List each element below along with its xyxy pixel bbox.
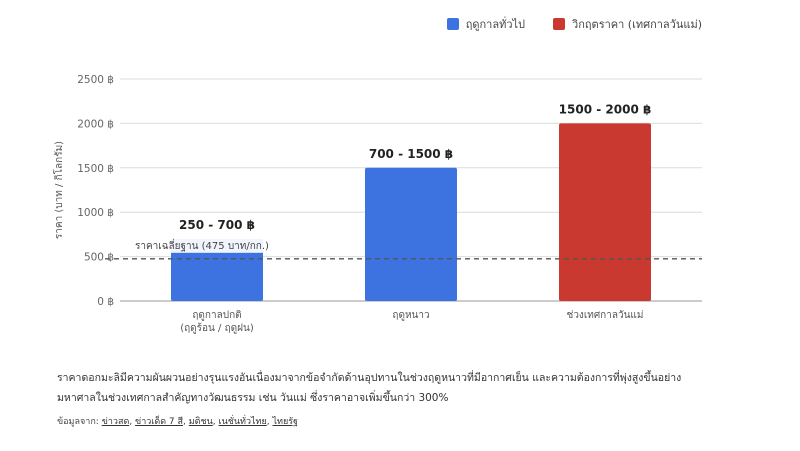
legend-item-normal: ฤดูกาลทั่วไป: [446, 15, 526, 33]
x-tick-label: ฤดูกาลปกติ(ฤดูร้อน / ฤดูฝน): [180, 310, 254, 334]
y-tick-label: 2500 ฿: [77, 74, 114, 86]
source-link-matichon[interactable]: มติชน: [188, 417, 213, 427]
data-label: 1500 - 2000 ฿: [559, 102, 652, 116]
reference-line-group: ราคาเฉลี่ยฐาน (475 บาท/กก.): [105, 236, 702, 260]
y-tick-labels: 0 ฿ 500 ฿ 1000 ฿ 1500 ฿ 2000 ฿ 2500 ฿: [77, 74, 114, 308]
y-tick-label: 500 ฿: [84, 252, 114, 264]
x-tick-label: ช่วงเทศกาลวันแม่: [567, 310, 644, 321]
legend-swatch-crisis: [553, 18, 566, 30]
bar: [365, 167, 457, 301]
bar: [559, 123, 651, 302]
chart-legend: ฤดูกาลทั่วไป วิกฤตราคา (เทศกาลวันแม่): [446, 15, 702, 33]
bars: [171, 123, 651, 302]
y-tick-label: 1500 ฿: [77, 163, 114, 175]
x-tick-labels: ฤดูกาลปกติ(ฤดูร้อน / ฤดูฝน) ฤดูหนาว ช่วงเท…: [180, 310, 643, 334]
y-tick-label: 1000 ฿: [77, 207, 114, 219]
x-tick-label: ฤดูหนาว: [392, 310, 429, 321]
source-link-ch7[interactable]: ข่าวเด็ด 7 สี: [135, 417, 184, 427]
source-link-nation[interactable]: เนชั่นทั่วไทย: [218, 417, 267, 427]
data-label: 250 - 700 ฿: [179, 218, 255, 232]
y-tick-label: 2000 ฿: [77, 118, 114, 130]
sources-line: ข้อมูลจาก: ข่าวสด, ข่าวเด็ด 7 สี, มติชน,…: [57, 417, 299, 427]
legend-label-normal: ฤดูกาลทั่วไป: [465, 18, 526, 31]
y-axis-label: ราคา (บาท / กิโลกรัม): [52, 141, 65, 239]
sources-prefix: ข้อมูลจาก:: [57, 417, 99, 427]
legend-swatch-normal: [446, 18, 459, 30]
legend-item-crisis: วิกฤตราคา (เทศกาลวันแม่): [553, 15, 702, 33]
source-link-thairath[interactable]: ไทยรัฐ: [272, 417, 299, 427]
data-labels: 250 - 700 ฿ 700 - 1500 ฿ 1500 - 2000 ฿: [179, 102, 651, 231]
legend-label-crisis: วิกฤตราคา (เทศกาลวันแม่): [572, 18, 702, 31]
data-label: 700 - 1500 ฿: [369, 147, 453, 161]
bar: [171, 238, 263, 301]
y-tick-label: 0 ฿: [97, 296, 114, 308]
reference-label-background: [132, 236, 268, 253]
source-link-khaosod[interactable]: ข่าวสด: [101, 417, 130, 427]
chart-note: ราคาดอกมะลิมีความผันผวนอย่างรุนแรงอันเนื…: [57, 372, 682, 404]
reference-line-label: ราคาเฉลี่ยฐาน (475 บาท/กก.): [135, 238, 269, 252]
